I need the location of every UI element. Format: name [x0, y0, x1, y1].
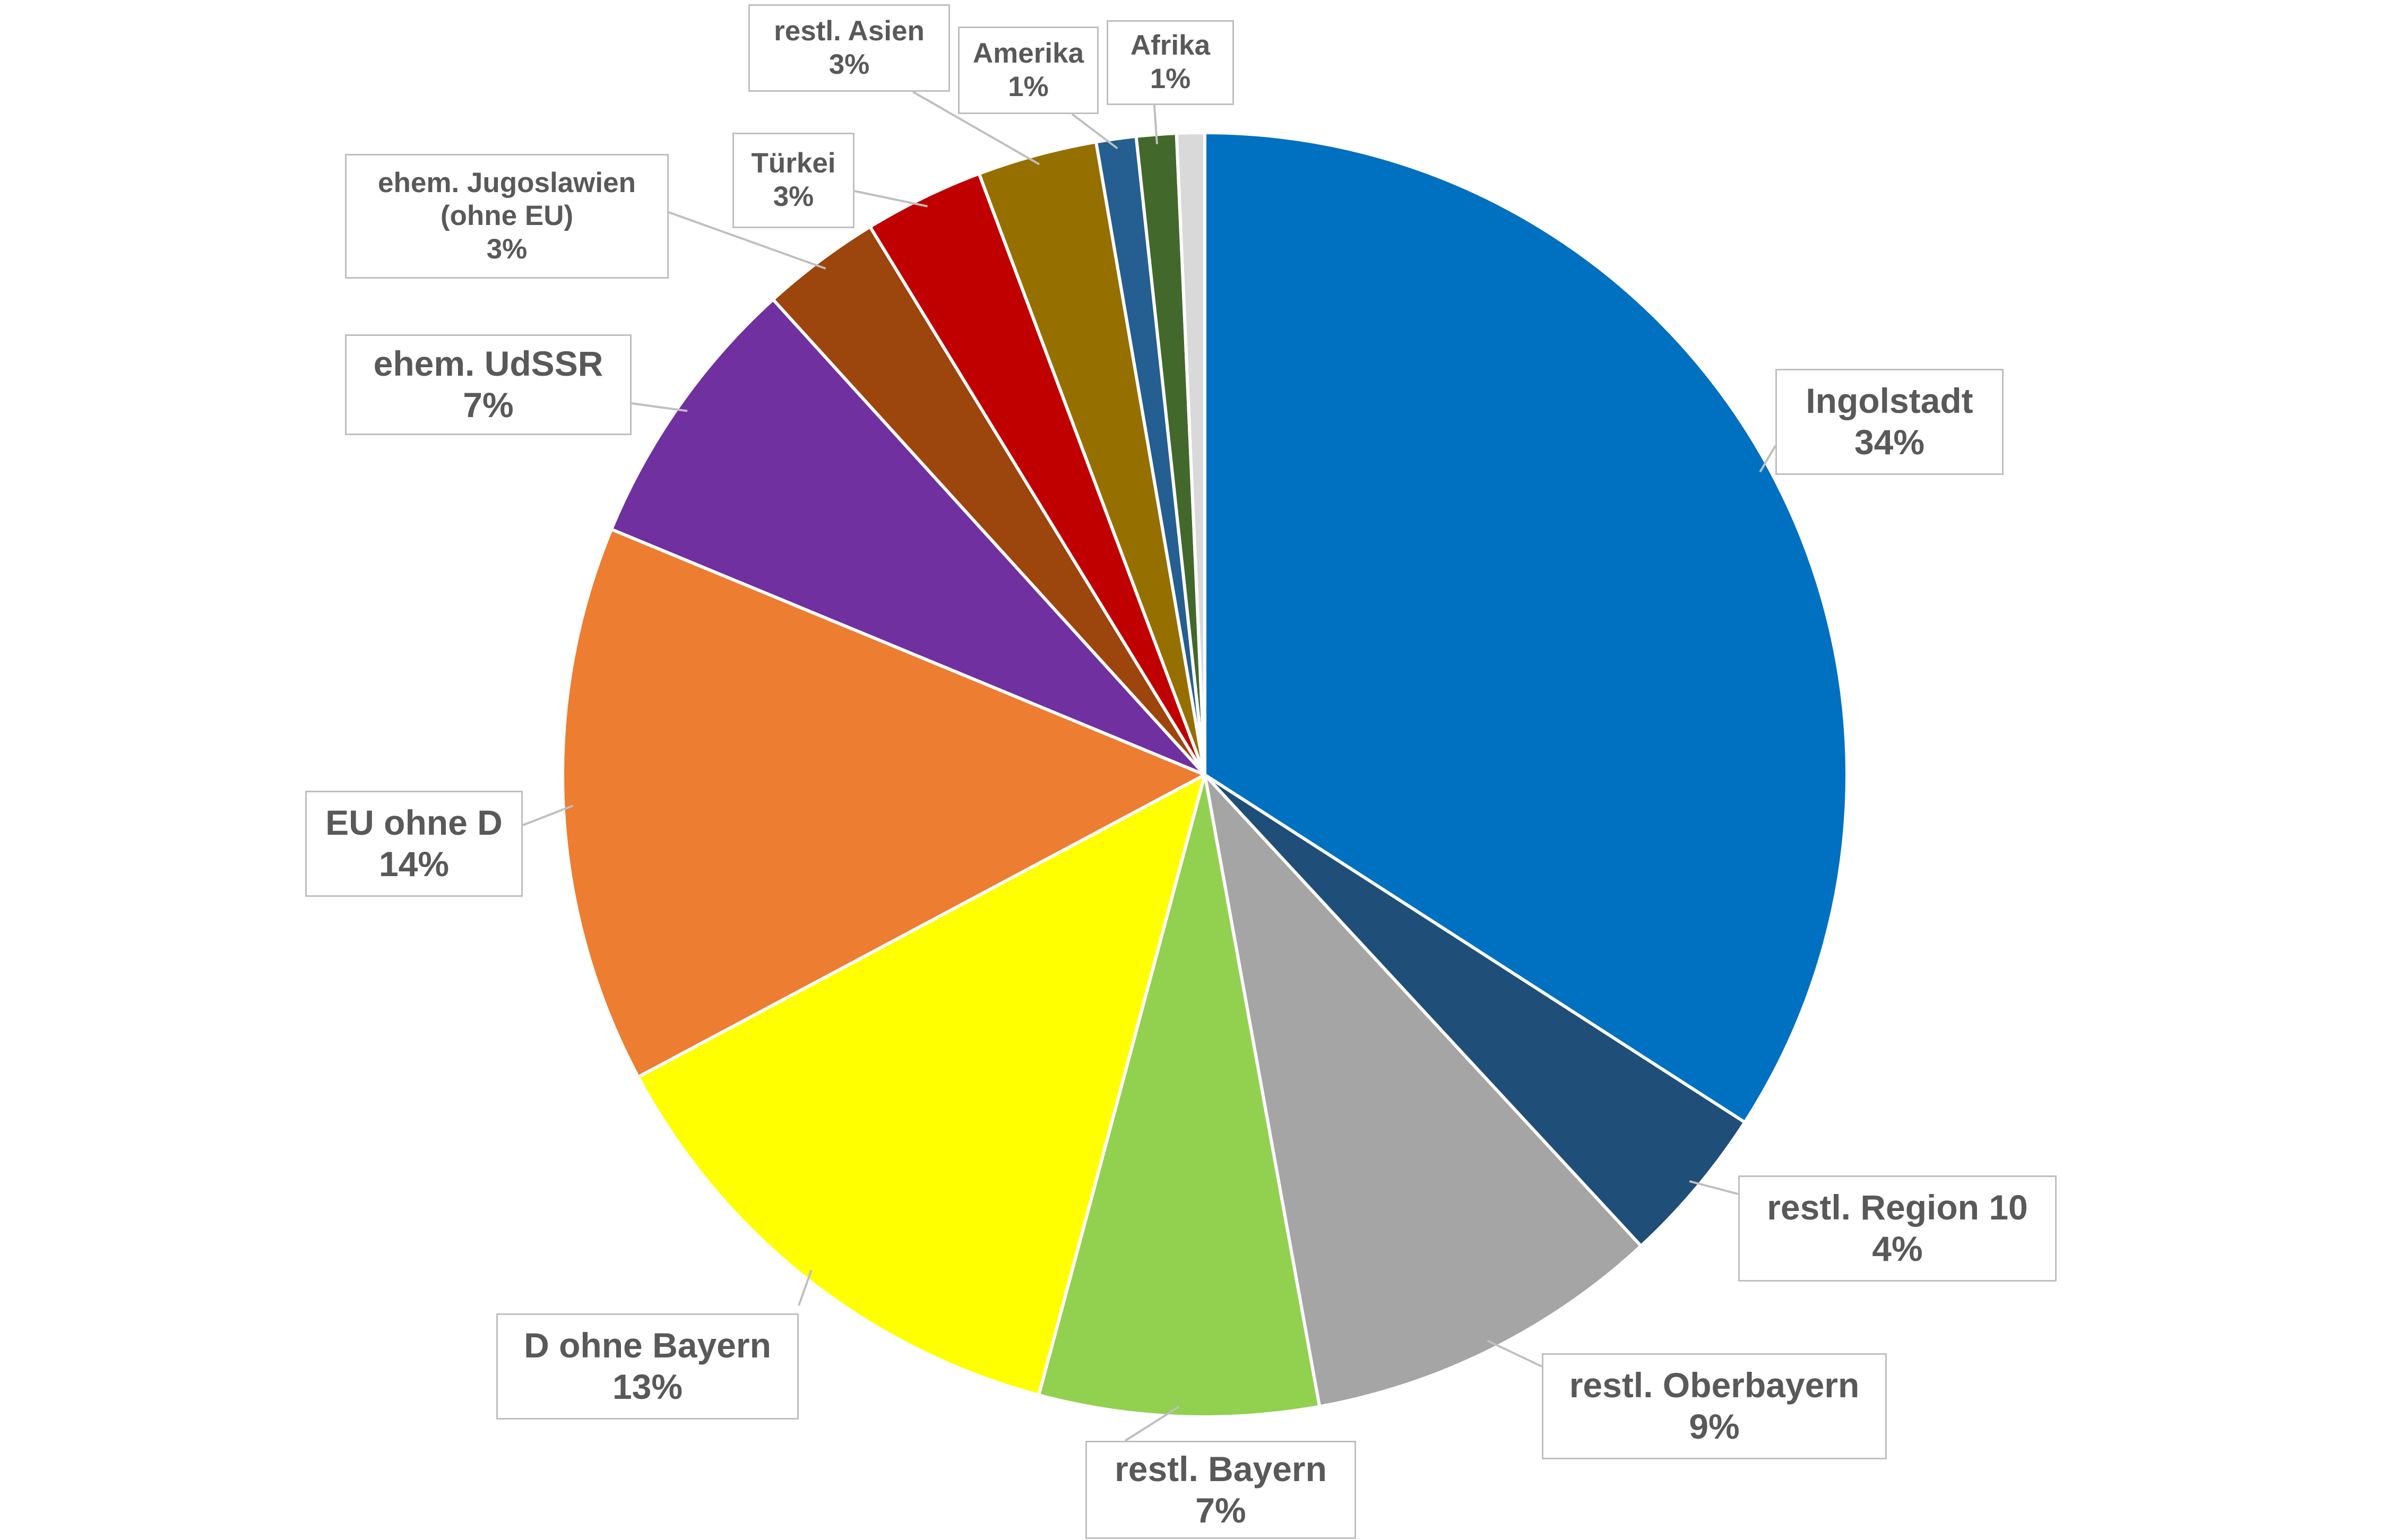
pie-slice-ingolstadt: [1203, 131, 1849, 1124]
leader-line-restl-oberbayern: [1487, 1339, 1542, 1368]
leader-line-ehem-udssr: [631, 402, 688, 412]
pie-slice-ehem-udssr: [609, 298, 1206, 776]
data-label-value: 7%: [1195, 1490, 1246, 1530]
data-label-tuerkei: Türkei 3%: [732, 133, 855, 228]
data-label-value: 4%: [1872, 1229, 1923, 1268]
leader-line-restl-bayern: [1124, 1406, 1180, 1442]
data-label-name: Türkei: [751, 148, 836, 179]
pie-slice-eu-ohne-d: [561, 527, 1206, 1079]
data-label-name: EU ohne D: [325, 803, 503, 843]
pie-slice-restl-region-10: [1203, 773, 1747, 1248]
data-label-afrika: Afrika 1%: [1107, 20, 1234, 105]
leader-line-ehem-jugoslawien: [668, 211, 826, 270]
data-label-name: ehem. UdSSR: [373, 344, 603, 384]
data-label-value: 14%: [378, 844, 450, 884]
leader-line-ingolstadt: [1759, 445, 1776, 473]
leader-line-d-ohne-bayern: [798, 1269, 813, 1306]
data-label-value: 1%: [1008, 71, 1049, 102]
data-label-restl-region-10: restl. Region 10 4%: [1738, 1175, 2057, 1282]
pie-slice-restl-oberbayern: [1203, 773, 1643, 1408]
data-label-restl-oberbayern: restl. Oberbayern 9%: [1542, 1353, 1887, 1459]
leader-line-restl-asien: [912, 91, 1040, 166]
data-label-name: ehem. Jugoslawien: [378, 167, 636, 198]
leader-line-restl-region-10: [1689, 1180, 1739, 1195]
data-label-name: restl. Bayern: [1115, 1449, 1327, 1489]
data-label-name: Amerika: [972, 37, 1084, 69]
data-label-name: Afrika: [1130, 30, 1211, 62]
data-label-value: 1%: [1150, 63, 1191, 94]
data-label-value: 3%: [773, 181, 814, 212]
data-label-d-ohne-bayern: D ohne Bayern 13%: [496, 1313, 799, 1420]
data-label-eu-ohne-d: EU ohne D 14%: [305, 791, 523, 897]
data-label-name: restl. Asien: [774, 15, 925, 47]
data-label-restl-bayern: restl. Bayern 7%: [1085, 1441, 1356, 1539]
leader-line-eu-ohne-d: [522, 804, 574, 826]
data-label-ingolstadt: Ingolstadt 34%: [1775, 369, 2004, 475]
data-label-name: Ingolstadt: [1806, 381, 1973, 421]
pie-slice-sonstige: [1175, 131, 1206, 776]
data-label-restl-asien: restl. Asien 3%: [748, 4, 950, 92]
data-label-name: D ohne Bayern: [524, 1326, 771, 1365]
data-label-value: 34%: [1854, 422, 1925, 462]
pie-slice-d-ohne-bayern: [636, 773, 1206, 1397]
data-label-value: 13%: [612, 1367, 683, 1406]
data-label-value: 7%: [463, 385, 514, 425]
leader-line-tuerkei: [854, 190, 928, 207]
data-label-ehem-jugoslawien: ehem. Jugoslawien (ohne EU) 3%: [345, 154, 669, 279]
data-label-name: restl. Region 10: [1767, 1188, 2028, 1227]
data-label-name: restl. Oberbayern: [1569, 1365, 1860, 1405]
pie-slice-restl-bayern: [1037, 773, 1322, 1418]
pie-slices: [561, 131, 1849, 1418]
data-label-ehem-udssr: ehem. UdSSR 7%: [345, 334, 632, 435]
leader-lines: [522, 91, 1776, 1442]
data-label-value: 3%: [828, 48, 870, 80]
leader-line-afrika: [1153, 105, 1158, 144]
data-label-value: 3%: [486, 233, 528, 265]
leader-line-amerika: [1071, 113, 1118, 150]
data-label-amerika: Amerika 1%: [958, 27, 1099, 114]
data-label-value: 9%: [1689, 1407, 1740, 1446]
data-label-name: (ohne EU): [440, 200, 574, 232]
